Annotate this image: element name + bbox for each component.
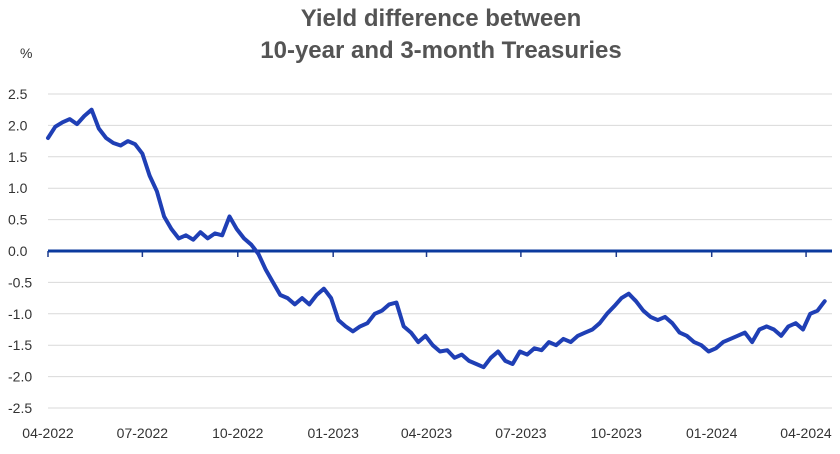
x-tick-label: 04-2023 — [401, 425, 453, 441]
x-tick-label: 07-2023 — [495, 425, 547, 441]
y-tick-label: 1.0 — [8, 180, 28, 196]
x-tick-label: 10-2022 — [212, 425, 264, 441]
x-tick-label: 01-2023 — [307, 425, 359, 441]
y-tick-label: -0.5 — [8, 274, 32, 290]
gridlines — [48, 93, 832, 409]
y-tick-label: 0.5 — [8, 212, 28, 228]
chart-title-line-1: Yield difference between — [301, 5, 582, 32]
chart-title-line-2: 10-year and 3-month Treasuries — [260, 37, 621, 64]
y-tick-label: 2.5 — [8, 86, 28, 102]
y-axis-unit-label: % — [20, 45, 32, 61]
y-tick-label: 0.0 — [8, 243, 28, 259]
x-tick-label: 10-2023 — [591, 425, 643, 441]
y-tick-label: 1.5 — [8, 149, 28, 165]
x-axis-ticks: 04-2022 07-2022 10-2022 01-2023 04-2023 07-20… — [22, 251, 832, 441]
y-tick-label: -1.5 — [8, 337, 32, 353]
y-axis-ticks: 2.5 2.0 1.5 1.0 0.5 0.0 -0.5 -1.0 -1.5 -2.0 -2.5 — [8, 86, 32, 416]
y-tick-label: -2.5 — [8, 400, 32, 416]
y-tick-label: -1.0 — [8, 306, 32, 322]
yield-difference-line — [46, 107, 827, 370]
x-tick-label: 07-2022 — [117, 425, 169, 441]
y-tick-label: 2.0 — [8, 117, 28, 133]
x-tick-label: 04-2024 — [780, 425, 832, 441]
x-tick-label: 04-2022 — [22, 425, 74, 441]
y-tick-label: -2.0 — [8, 369, 32, 385]
x-tick-label: 01-2024 — [686, 425, 738, 441]
